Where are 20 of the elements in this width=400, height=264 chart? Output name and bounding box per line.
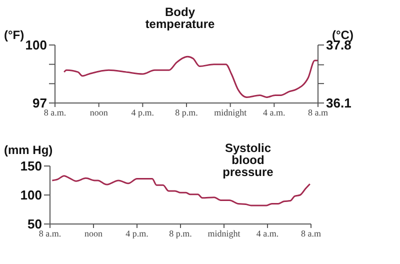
y-axis-title: (mm Hg) [4, 143, 53, 157]
x-tick-label: midnight [208, 228, 241, 238]
y-tick-label: 150 [20, 158, 42, 174]
x-tick-label: 4 p.m. [126, 228, 148, 238]
x-tick-label: 8 a.m [308, 107, 328, 118]
x-tick-label: 4 p.m. [131, 107, 154, 118]
x-tick-label: 4 a.m. [263, 107, 286, 118]
x-tick-label: 8 p.m. [175, 107, 198, 118]
x-tick-label: noon [84, 228, 103, 238]
y-axis-title: (°F) [4, 28, 24, 42]
y-tick-label: 100 [20, 188, 42, 203]
chart-title: Body temperature [144, 5, 216, 31]
chart-title: Systolic blood pressure [222, 141, 274, 179]
x-tick-label: midnight [214, 107, 248, 118]
y2-tick-label: 36.1 [326, 96, 352, 111]
x-tick-label: 8 a.m [301, 228, 321, 238]
x-tick-label: noon [90, 107, 108, 118]
x-tick-label: 8 p.m. [169, 228, 192, 238]
x-tick-label: 4 a.m. [256, 228, 279, 238]
y-tick-label: 100 [25, 38, 47, 53]
